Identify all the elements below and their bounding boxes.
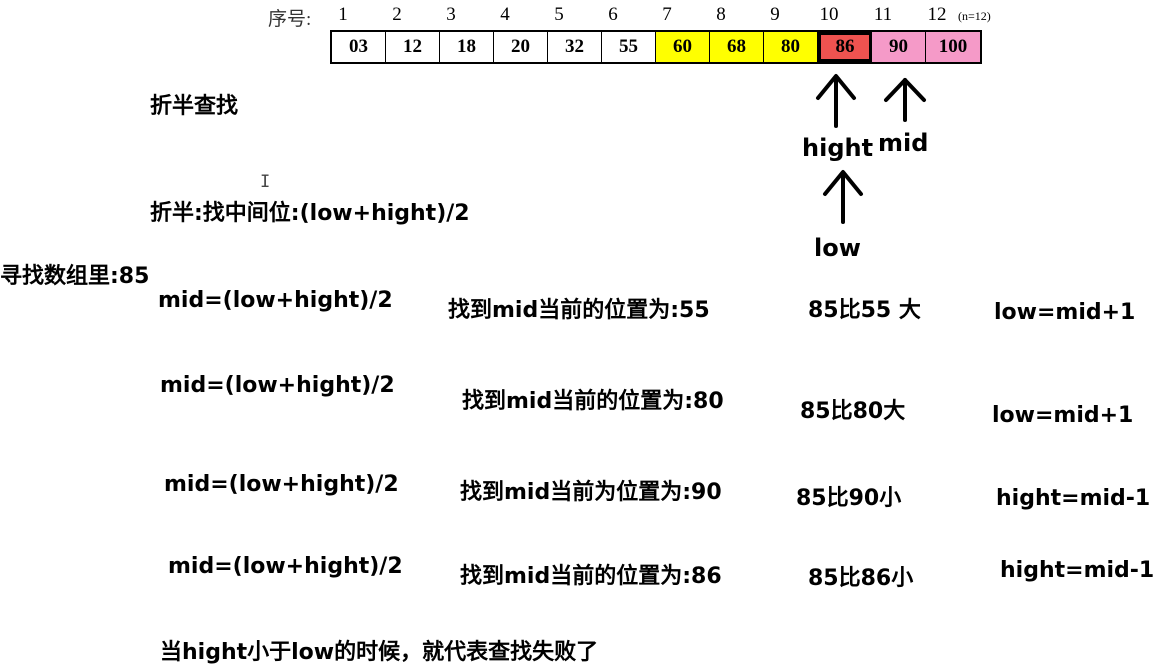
text-cursor-icon: I — [260, 172, 271, 192]
array-cell: 90 — [872, 32, 926, 62]
step-1-compare: 85比55 大 — [808, 298, 921, 323]
array-cell: 12 — [386, 32, 440, 62]
index-number: 1 — [338, 4, 348, 25]
index-number: 6 — [608, 4, 618, 25]
hight-pointer-label: hight — [802, 134, 874, 162]
array-cell: 100 — [926, 32, 980, 62]
index-number: 5 — [554, 4, 564, 25]
index-number: 2 — [392, 4, 402, 25]
index-number: 10 — [819, 4, 839, 25]
step-2-found: 找到mid当前的位置为:80 — [462, 389, 724, 414]
step-3-found: 找到mid当前为位置为:90 — [460, 480, 722, 505]
step-3-compare: 85比90小 — [796, 486, 902, 511]
index-number: 7 — [662, 4, 672, 25]
array-cell: 86 — [818, 32, 872, 62]
step-1-found: 找到mid当前的位置为:55 — [448, 298, 710, 323]
low-pointer-label: low — [814, 234, 861, 262]
array-row: 03 12 18 20 32 55 60 68 80 86 90 100 — [330, 30, 982, 64]
step-3-formula: mid=(low+hight)/2 — [164, 472, 399, 497]
step-1-formula: mid=(low+hight)/2 — [158, 288, 393, 313]
index-number: 12 — [927, 4, 947, 25]
step-1-action: low=mid+1 — [994, 300, 1136, 325]
array-cell: 80 — [764, 32, 818, 62]
hight-arrow-head — [816, 74, 856, 100]
bisect-formula: 折半:找中间位:(low+hight)/2 — [150, 201, 470, 226]
step-4-action: hight=mid-1 — [1000, 558, 1155, 583]
array-cell: 68 — [710, 32, 764, 62]
array-size-label: (n=12) — [958, 9, 991, 23]
search-target: 寻找数组里:85 — [0, 264, 150, 289]
low-arrow-head — [823, 170, 863, 196]
array-cell: 03 — [332, 32, 386, 62]
index-number: 11 — [873, 4, 893, 25]
index-number: 8 — [716, 4, 726, 25]
page-title: 折半查找 — [150, 94, 239, 119]
mid-arrow-head — [884, 78, 926, 102]
step-4-compare: 85比86小 — [808, 566, 914, 591]
array-cell: 18 — [440, 32, 494, 62]
step-2-action: low=mid+1 — [992, 403, 1134, 428]
array-cell: 20 — [494, 32, 548, 62]
step-4-formula: mid=(low+hight)/2 — [168, 554, 403, 579]
step-2-compare: 85比80大 — [800, 399, 906, 424]
array-cell: 32 — [548, 32, 602, 62]
step-2-formula: mid=(low+hight)/2 — [160, 373, 395, 398]
array-cell: 55 — [602, 32, 656, 62]
index-number: 3 — [446, 4, 456, 25]
index-row-label: 序号: — [268, 9, 312, 30]
step-3-action: hight=mid-1 — [996, 486, 1151, 511]
index-number: 9 — [770, 4, 780, 25]
index-number: 4 — [500, 4, 510, 25]
array-cell: 60 — [656, 32, 710, 62]
step-4-found: 找到mid当前的位置为:86 — [460, 564, 722, 589]
conclusion-text: 当hight小于low的时候，就代表查找失败了 — [160, 640, 599, 665]
mid-pointer-label: mid — [878, 129, 929, 157]
